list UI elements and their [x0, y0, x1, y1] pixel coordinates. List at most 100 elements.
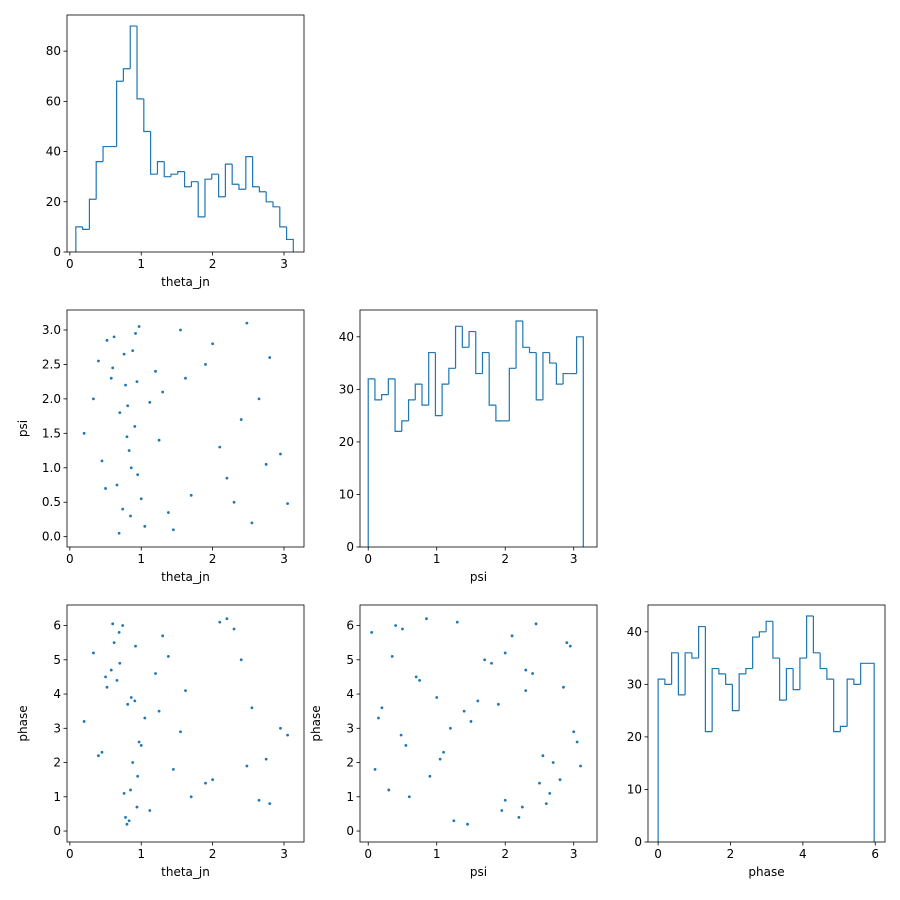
- y-tick-label: 1.5: [42, 426, 61, 440]
- scatter-point: [232, 500, 236, 504]
- x-tick-label: 0: [66, 552, 74, 566]
- hist-step: [684, 652, 692, 695]
- scatter-point: [394, 624, 398, 627]
- scatter-point: [166, 511, 170, 514]
- scatter-point: [544, 802, 548, 806]
- scatter-point: [129, 466, 133, 470]
- scatter-point: [115, 483, 119, 487]
- y-tick-label: 40: [627, 625, 642, 639]
- hist-step: [664, 679, 672, 685]
- axes-frame: [66, 309, 305, 548]
- hist-step: [129, 25, 138, 69]
- x-tick-label: 2: [209, 257, 217, 271]
- scatter-point: [268, 802, 272, 806]
- x-axis-label: theta_jn: [161, 865, 210, 879]
- hist-step: [116, 80, 124, 147]
- hist-step: [367, 378, 375, 547]
- scatter-point: [118, 661, 122, 665]
- scatter-point: [503, 651, 507, 655]
- hist-step: [272, 201, 280, 208]
- hist-step: [265, 191, 274, 203]
- scatter-point: [551, 761, 555, 764]
- scatter-point: [510, 634, 514, 638]
- hist-step: [853, 679, 861, 685]
- scatter-point: [407, 795, 411, 799]
- axes-frame: [359, 309, 598, 548]
- hist-step: [136, 26, 144, 100]
- scatter-point: [143, 524, 147, 528]
- scatter-point: [161, 634, 165, 638]
- scatter-point: [137, 740, 141, 744]
- scatter-point: [286, 733, 289, 737]
- scatter-point: [139, 744, 143, 747]
- scatter-point: [97, 359, 100, 363]
- scatter-point: [189, 795, 193, 799]
- scatter-point: [129, 514, 132, 518]
- hist-step: [867, 662, 875, 842]
- hist-step: [143, 98, 151, 133]
- y-axis-label: psi: [16, 420, 30, 437]
- hist-step: [245, 155, 253, 190]
- hist-step: [461, 326, 470, 348]
- scatter-point: [105, 685, 109, 689]
- panel: 0 2 4 6 0 10 20 30 40 phase: [627, 604, 886, 879]
- y-tick-label: 0: [634, 835, 642, 849]
- scatter-point: [129, 788, 132, 792]
- scatter-point: [154, 672, 157, 675]
- y-tick-label: 5: [346, 653, 354, 667]
- scatter-point: [239, 658, 243, 662]
- scatter-point: [257, 798, 261, 802]
- scatter-point: [418, 678, 421, 682]
- hist-step: [122, 68, 131, 82]
- scatter-point: [524, 668, 528, 672]
- scatter-point: [143, 716, 147, 720]
- scatter-point: [538, 781, 541, 785]
- hist-step: [441, 383, 449, 416]
- scatter-point: [245, 321, 249, 325]
- y-tick-label: 20: [627, 730, 642, 744]
- scatter-point: [157, 709, 161, 713]
- hist-step: [772, 621, 780, 659]
- y-axis-label: phase: [309, 705, 323, 741]
- hist-step: [75, 226, 83, 252]
- x-axis-label: phase: [748, 865, 784, 879]
- x-tick-label: 4: [799, 847, 807, 861]
- hist-step: [508, 367, 517, 421]
- scatter-point: [126, 404, 130, 408]
- scatter-point: [442, 750, 445, 754]
- scatter-point: [184, 376, 187, 380]
- axes-frame: [66, 604, 305, 843]
- scatter-point: [575, 740, 579, 744]
- x-axis-label: psi: [470, 865, 487, 879]
- scatter-point: [100, 459, 104, 463]
- hist-step: [535, 352, 543, 401]
- x-tick-label: 0: [66, 847, 74, 861]
- scatter-point: [171, 767, 175, 771]
- scatter-point: [115, 678, 119, 682]
- y-tick-label: 60: [46, 94, 61, 108]
- scatter-point: [399, 733, 403, 737]
- scatter-point: [286, 502, 289, 505]
- hist-step: [833, 679, 841, 733]
- scatter-point: [438, 757, 442, 761]
- x-tick-label: 2: [501, 847, 509, 861]
- scatter-point: [117, 630, 121, 634]
- scatter-point: [257, 397, 261, 401]
- hist-step: [156, 161, 165, 175]
- scatter-point: [496, 702, 500, 706]
- scatter-point: [137, 325, 141, 328]
- scatter-point: [109, 376, 113, 380]
- hist-step: [448, 367, 456, 385]
- y-tick-label: 1: [346, 790, 354, 804]
- scatter-point: [179, 328, 182, 332]
- scatter-point: [166, 654, 170, 658]
- scatter-point: [124, 383, 127, 387]
- scatter-point: [370, 630, 374, 634]
- hist-step: [549, 352, 557, 364]
- scatter-point: [131, 349, 135, 353]
- scatter-point: [565, 641, 569, 645]
- y-tick-label: 10: [627, 782, 642, 796]
- scatter-point: [245, 764, 249, 768]
- scatter-point: [524, 689, 528, 693]
